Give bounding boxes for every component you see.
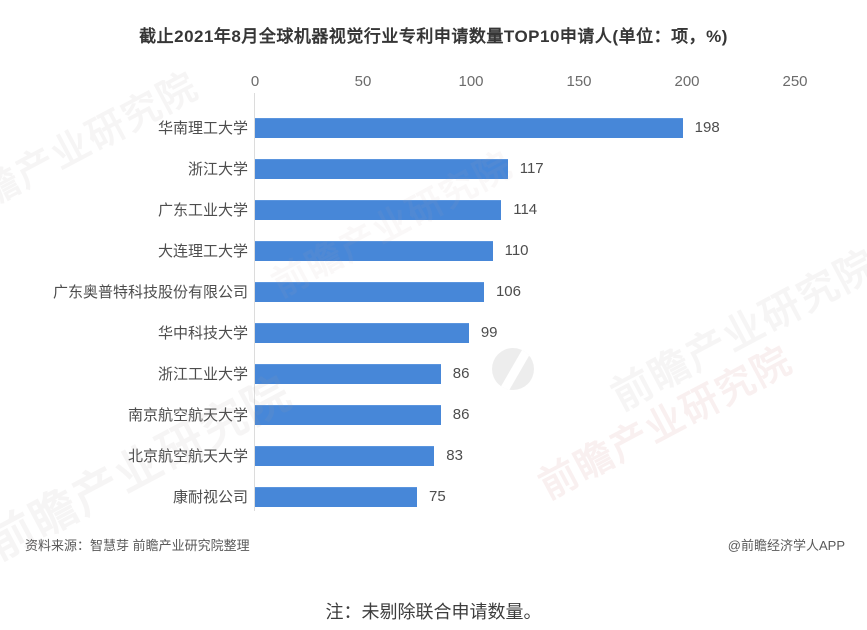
bar: [255, 281, 484, 302]
x-tick-label: 250: [782, 73, 808, 90]
category-label: 南京航空航天大学: [127, 407, 248, 424]
value-label: 110: [504, 242, 529, 259]
value-label: 117: [519, 160, 544, 177]
chart-rows: 华南理工大学 198 浙江大学 117 广东工业大学 114 大连理工大学 110 广东奥普特科…: [0, 107, 867, 517]
bar: [255, 322, 469, 343]
table-row: 华中科技大学 99: [0, 312, 867, 353]
value-label: 86: [452, 365, 470, 382]
bar: [255, 240, 493, 261]
value-label: 198: [694, 119, 720, 136]
category-label: 康耐视公司: [172, 489, 248, 506]
value-label: 99: [480, 324, 498, 341]
table-row: 广东工业大学 114: [0, 189, 867, 230]
table-row: 广东奥普特科技股份有限公司 106: [0, 271, 867, 312]
value-label: 75: [429, 488, 446, 505]
table-row: 北京航空航天大学 83: [0, 435, 867, 476]
category-label: 浙江工业大学: [157, 366, 248, 383]
bar-track: 117: [255, 158, 855, 179]
x-tick-label: 50: [354, 73, 372, 90]
table-row: 华南理工大学 198: [0, 107, 867, 148]
value-label: 83: [446, 447, 463, 464]
bar: [255, 158, 508, 179]
category-label: 广东奥普特科技股份有限公司: [52, 284, 248, 301]
table-row: 康耐视公司 75: [0, 476, 867, 517]
bar-chart: 0 50 100 150 200 250 华南理工大学 198 浙江大学 117 广东工业大学 11…: [0, 73, 867, 517]
source-text: 资料来源：智慧芽 前瞻产业研究院整理: [25, 538, 250, 553]
x-tick-label: 0: [250, 73, 260, 90]
x-tick-label: 150: [566, 73, 592, 90]
bar-track: 75: [255, 486, 855, 507]
value-label: 106: [495, 283, 521, 300]
bar: [255, 199, 502, 220]
x-tick-label: 200: [674, 73, 700, 90]
table-row: 南京航空航天大学 86: [0, 394, 867, 435]
bar-track: 106: [255, 281, 855, 302]
bar: [255, 445, 435, 466]
category-label: 华中科技大学: [157, 325, 248, 342]
bar-track: 83: [255, 445, 855, 466]
category-label: 广东工业大学: [157, 202, 248, 219]
value-label: 86: [452, 406, 470, 423]
category-label: 北京航空航天大学: [127, 448, 248, 465]
bar-track: 86: [255, 363, 855, 384]
bar: [255, 117, 683, 138]
x-axis: 0 50 100 150 200 250: [0, 73, 867, 91]
note-text: 注：未剔除联合申请数量。: [325, 602, 542, 622]
table-row: 浙江大学 117: [0, 148, 867, 189]
bar: [255, 486, 417, 507]
x-tick-label: 100: [458, 73, 484, 90]
category-label: 华南理工大学: [157, 120, 248, 137]
bar-track: 86: [255, 404, 855, 425]
axis-spacer: [0, 73, 255, 91]
bar: [255, 363, 441, 384]
credit-text: @前瞻经济学人APP: [727, 538, 845, 553]
bar-track: 198: [255, 117, 855, 138]
category-label: 大连理工大学: [157, 243, 248, 260]
category-label: 浙江大学: [187, 161, 248, 178]
footer: 资料来源：智慧芽 前瞻产业研究院整理 @前瞻经济学人APP: [0, 535, 867, 554]
x-axis-ticks: 0 50 100 150 200 250: [251, 73, 808, 91]
table-row: 大连理工大学 110: [0, 230, 867, 271]
bar-track: 110: [255, 240, 855, 261]
chart-title: 截止2021年8月全球机器视觉行业专利申请数量TOP10申请人(单位：项，%): [139, 27, 728, 46]
bar-track: 114: [255, 199, 855, 220]
table-row: 浙江工业大学 86: [0, 353, 867, 394]
bar: [255, 404, 441, 425]
bar-track: 99: [255, 322, 855, 343]
y-axis-line: [254, 93, 255, 511]
value-label: 114: [513, 201, 538, 218]
